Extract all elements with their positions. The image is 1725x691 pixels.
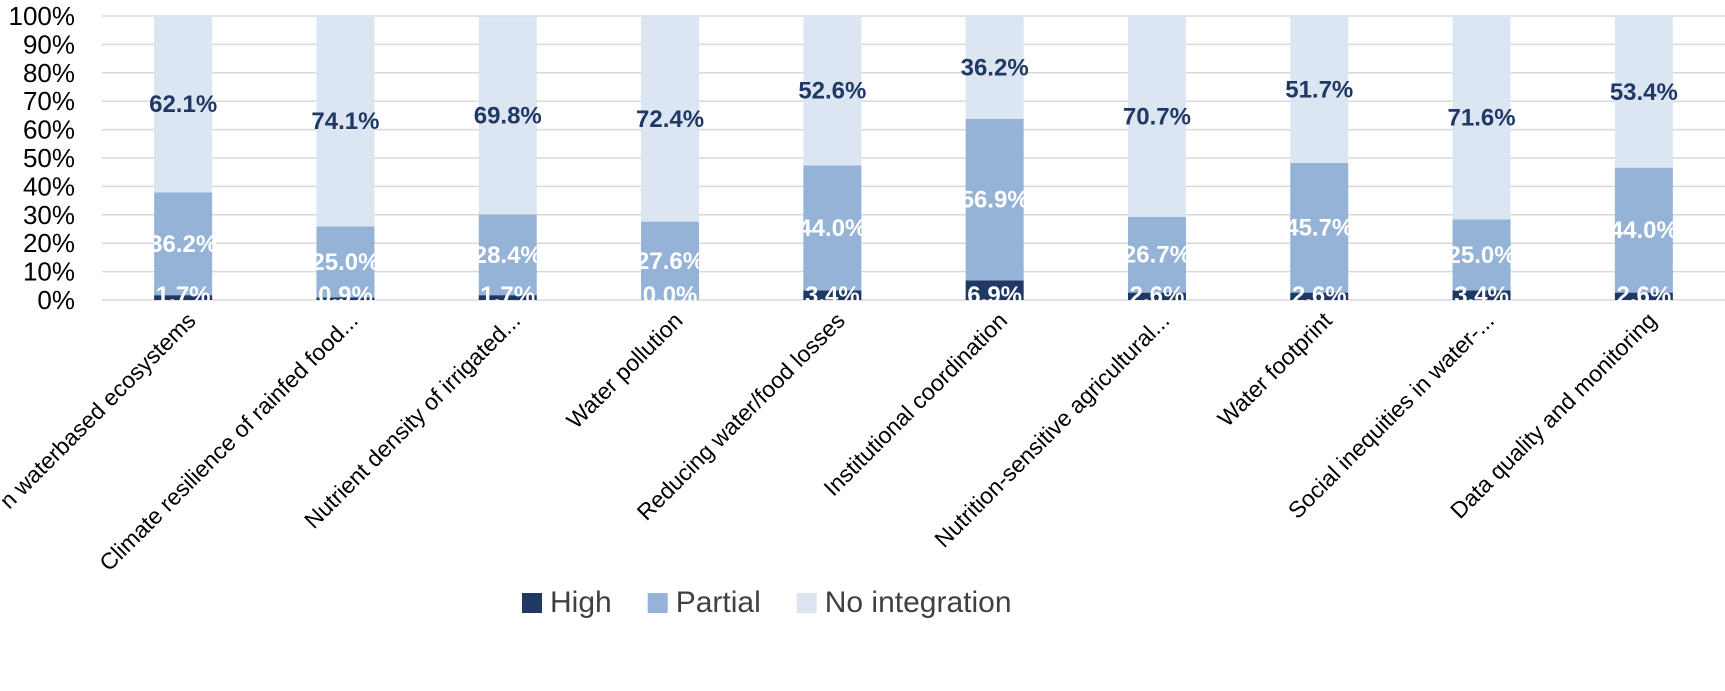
bar-segment-partial — [1452, 219, 1511, 291]
legend-swatch — [647, 593, 668, 613]
bar-segment-high — [316, 297, 375, 300]
data-label: 69.8% — [474, 102, 542, 129]
bar-segment-high — [1614, 292, 1673, 300]
y-tick-label: 20% — [23, 228, 75, 258]
x-category-label: Water footprint — [1212, 307, 1337, 432]
legend-label: Partial — [676, 586, 761, 619]
data-label: 44.0% — [1610, 217, 1678, 244]
bar-segment-no-integration — [316, 16, 375, 227]
bar-segment-high — [1452, 290, 1511, 300]
data-label: 2.6% — [1292, 282, 1347, 309]
data-label: 45.7% — [1285, 215, 1353, 242]
y-tick-label: 80% — [23, 58, 75, 88]
data-label: 53.4% — [1610, 79, 1678, 106]
data-label: 51.7% — [1285, 76, 1353, 103]
y-tick-label: 90% — [23, 29, 75, 59]
y-tick-label: 70% — [23, 86, 75, 116]
data-label: 36.2% — [961, 54, 1029, 81]
bar-segment-partial — [316, 226, 375, 298]
y-tick-label: 0% — [37, 285, 75, 315]
bar-segment-high — [478, 295, 537, 300]
data-label: 72.4% — [636, 106, 704, 133]
data-label: 56.9% — [961, 187, 1029, 214]
data-label: 36.2% — [149, 231, 217, 258]
y-tick-label: 100% — [9, 1, 76, 31]
bar-segment-partial — [965, 118, 1024, 281]
bar-segment-no-integration — [1614, 16, 1673, 168]
bar-segment-no-integration — [803, 16, 862, 166]
data-label: 70.7% — [1123, 103, 1191, 130]
data-label: 2.6% — [1130, 282, 1185, 309]
legend-label: High — [550, 586, 612, 619]
bar-segment-no-integration — [641, 16, 700, 222]
bar-segment-no-integration — [154, 16, 213, 193]
data-label: 3.4% — [805, 282, 860, 309]
x-category-label: Climate resilience of rainfed food... — [94, 307, 363, 576]
data-label: 25.0% — [311, 249, 379, 276]
x-category-label: Water pollution — [561, 307, 687, 433]
data-labels: 1.7% 36.2% 62.1% 0.9% 25.0% 74.1% 1.7% 28.4% 69.… — [149, 54, 1678, 309]
bar-segment-high — [1290, 292, 1349, 300]
data-label: 2.6% — [1616, 282, 1671, 309]
data-label: 3.4% — [1454, 282, 1509, 309]
data-label: 26.7% — [1123, 242, 1191, 269]
bar-segment-no-integration — [1290, 16, 1349, 163]
bar-segment-partial — [1614, 167, 1673, 293]
y-tick-label: 30% — [23, 200, 75, 230]
data-label: 52.6% — [798, 78, 866, 105]
data-label: 28.4% — [474, 242, 542, 269]
y-tick-label: 40% — [23, 171, 75, 201]
data-label: 44.0% — [798, 215, 866, 242]
y-tick-label: 50% — [23, 143, 75, 173]
data-label: 1.7% — [156, 282, 211, 309]
bar-segment-no-integration — [965, 16, 1024, 119]
data-label: 1.7% — [480, 282, 535, 309]
bar-segment-no-integration — [1127, 16, 1186, 217]
legend-swatch — [796, 593, 817, 613]
bar-segment-no-integration — [1452, 16, 1511, 220]
bar-segment-partial — [641, 221, 700, 300]
x-category-label: Institutional coordination — [818, 307, 1012, 501]
bar-segment-high — [803, 290, 862, 300]
bars — [154, 16, 1673, 300]
y-tick-label: 10% — [23, 257, 75, 287]
y-axis-tick-labels: 0%10%20%30%40%50%60%70%80%90%100% — [9, 1, 76, 315]
bar-segment-partial — [803, 165, 862, 291]
data-label: 25.0% — [1448, 242, 1516, 269]
bar-segment-no-integration — [478, 16, 537, 215]
legend: High Partial No integration — [522, 586, 1012, 619]
bar-segment-partial — [478, 214, 537, 296]
bar-segment-high — [1127, 292, 1186, 300]
data-label: 0.0% — [643, 282, 698, 309]
data-label: 71.6% — [1448, 105, 1516, 132]
bar-segment-high — [965, 280, 1024, 300]
data-label: 6.9% — [967, 282, 1022, 309]
y-tick-label: 60% — [23, 115, 75, 145]
data-label: 0.9% — [318, 282, 373, 309]
legend-label: No integration — [825, 586, 1012, 619]
legend-swatch — [522, 593, 542, 613]
data-label: 74.1% — [311, 108, 379, 135]
bar-segment-partial — [1127, 216, 1186, 293]
data-label: 62.1% — [149, 91, 217, 118]
bar-segment-partial — [154, 192, 213, 296]
bar-segment-high — [154, 295, 213, 300]
bar-segment-partial — [1290, 162, 1349, 293]
data-label: 27.6% — [636, 248, 704, 275]
